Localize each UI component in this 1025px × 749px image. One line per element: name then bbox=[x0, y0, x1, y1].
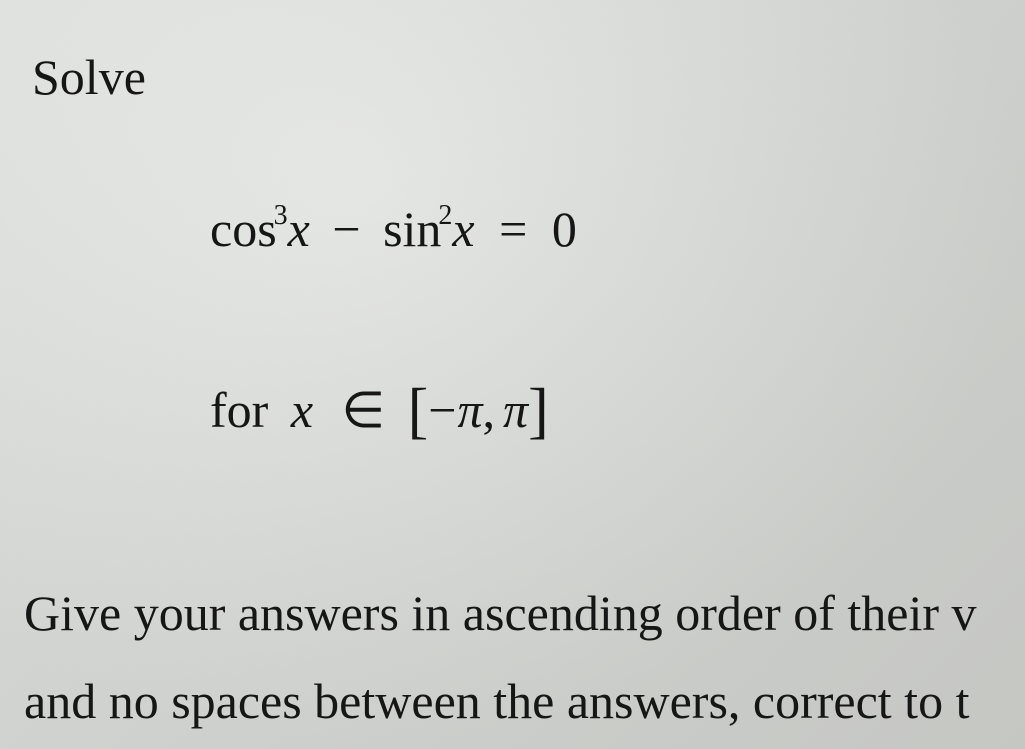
prompt-label: Solve bbox=[32, 48, 146, 106]
neg-sign: − bbox=[428, 382, 456, 438]
sin-power: 2 bbox=[438, 200, 452, 231]
cos-fn: cos bbox=[210, 201, 277, 257]
equals-sign: = bbox=[499, 201, 527, 257]
right-bracket: ] bbox=[528, 377, 549, 445]
sin-fn: sin bbox=[383, 201, 441, 257]
for-label: for bbox=[210, 382, 268, 438]
domain-comma: , bbox=[483, 382, 496, 438]
domain-line: for x ∈ [−π,π] bbox=[210, 372, 549, 443]
instructions-text: Give your answers in ascending order of … bbox=[24, 570, 1025, 745]
left-bound-pi: π bbox=[457, 382, 482, 438]
left-bracket: [ bbox=[408, 377, 429, 445]
instructions-line-2: and no spaces between the answers, corre… bbox=[24, 658, 1025, 746]
cos-var: x bbox=[288, 201, 310, 257]
cos-power: 3 bbox=[274, 200, 288, 231]
rhs-zero: 0 bbox=[552, 201, 577, 257]
equation: cos3x − sin2x = 0 bbox=[210, 200, 577, 258]
sin-var: x bbox=[452, 201, 474, 257]
instructions-line-1: Give your answers in ascending order of … bbox=[24, 570, 1025, 658]
right-bound-pi: π bbox=[503, 382, 528, 438]
element-of-symbol: ∈ bbox=[342, 382, 386, 438]
domain-var: x bbox=[291, 382, 313, 438]
minus-op: − bbox=[332, 201, 360, 257]
